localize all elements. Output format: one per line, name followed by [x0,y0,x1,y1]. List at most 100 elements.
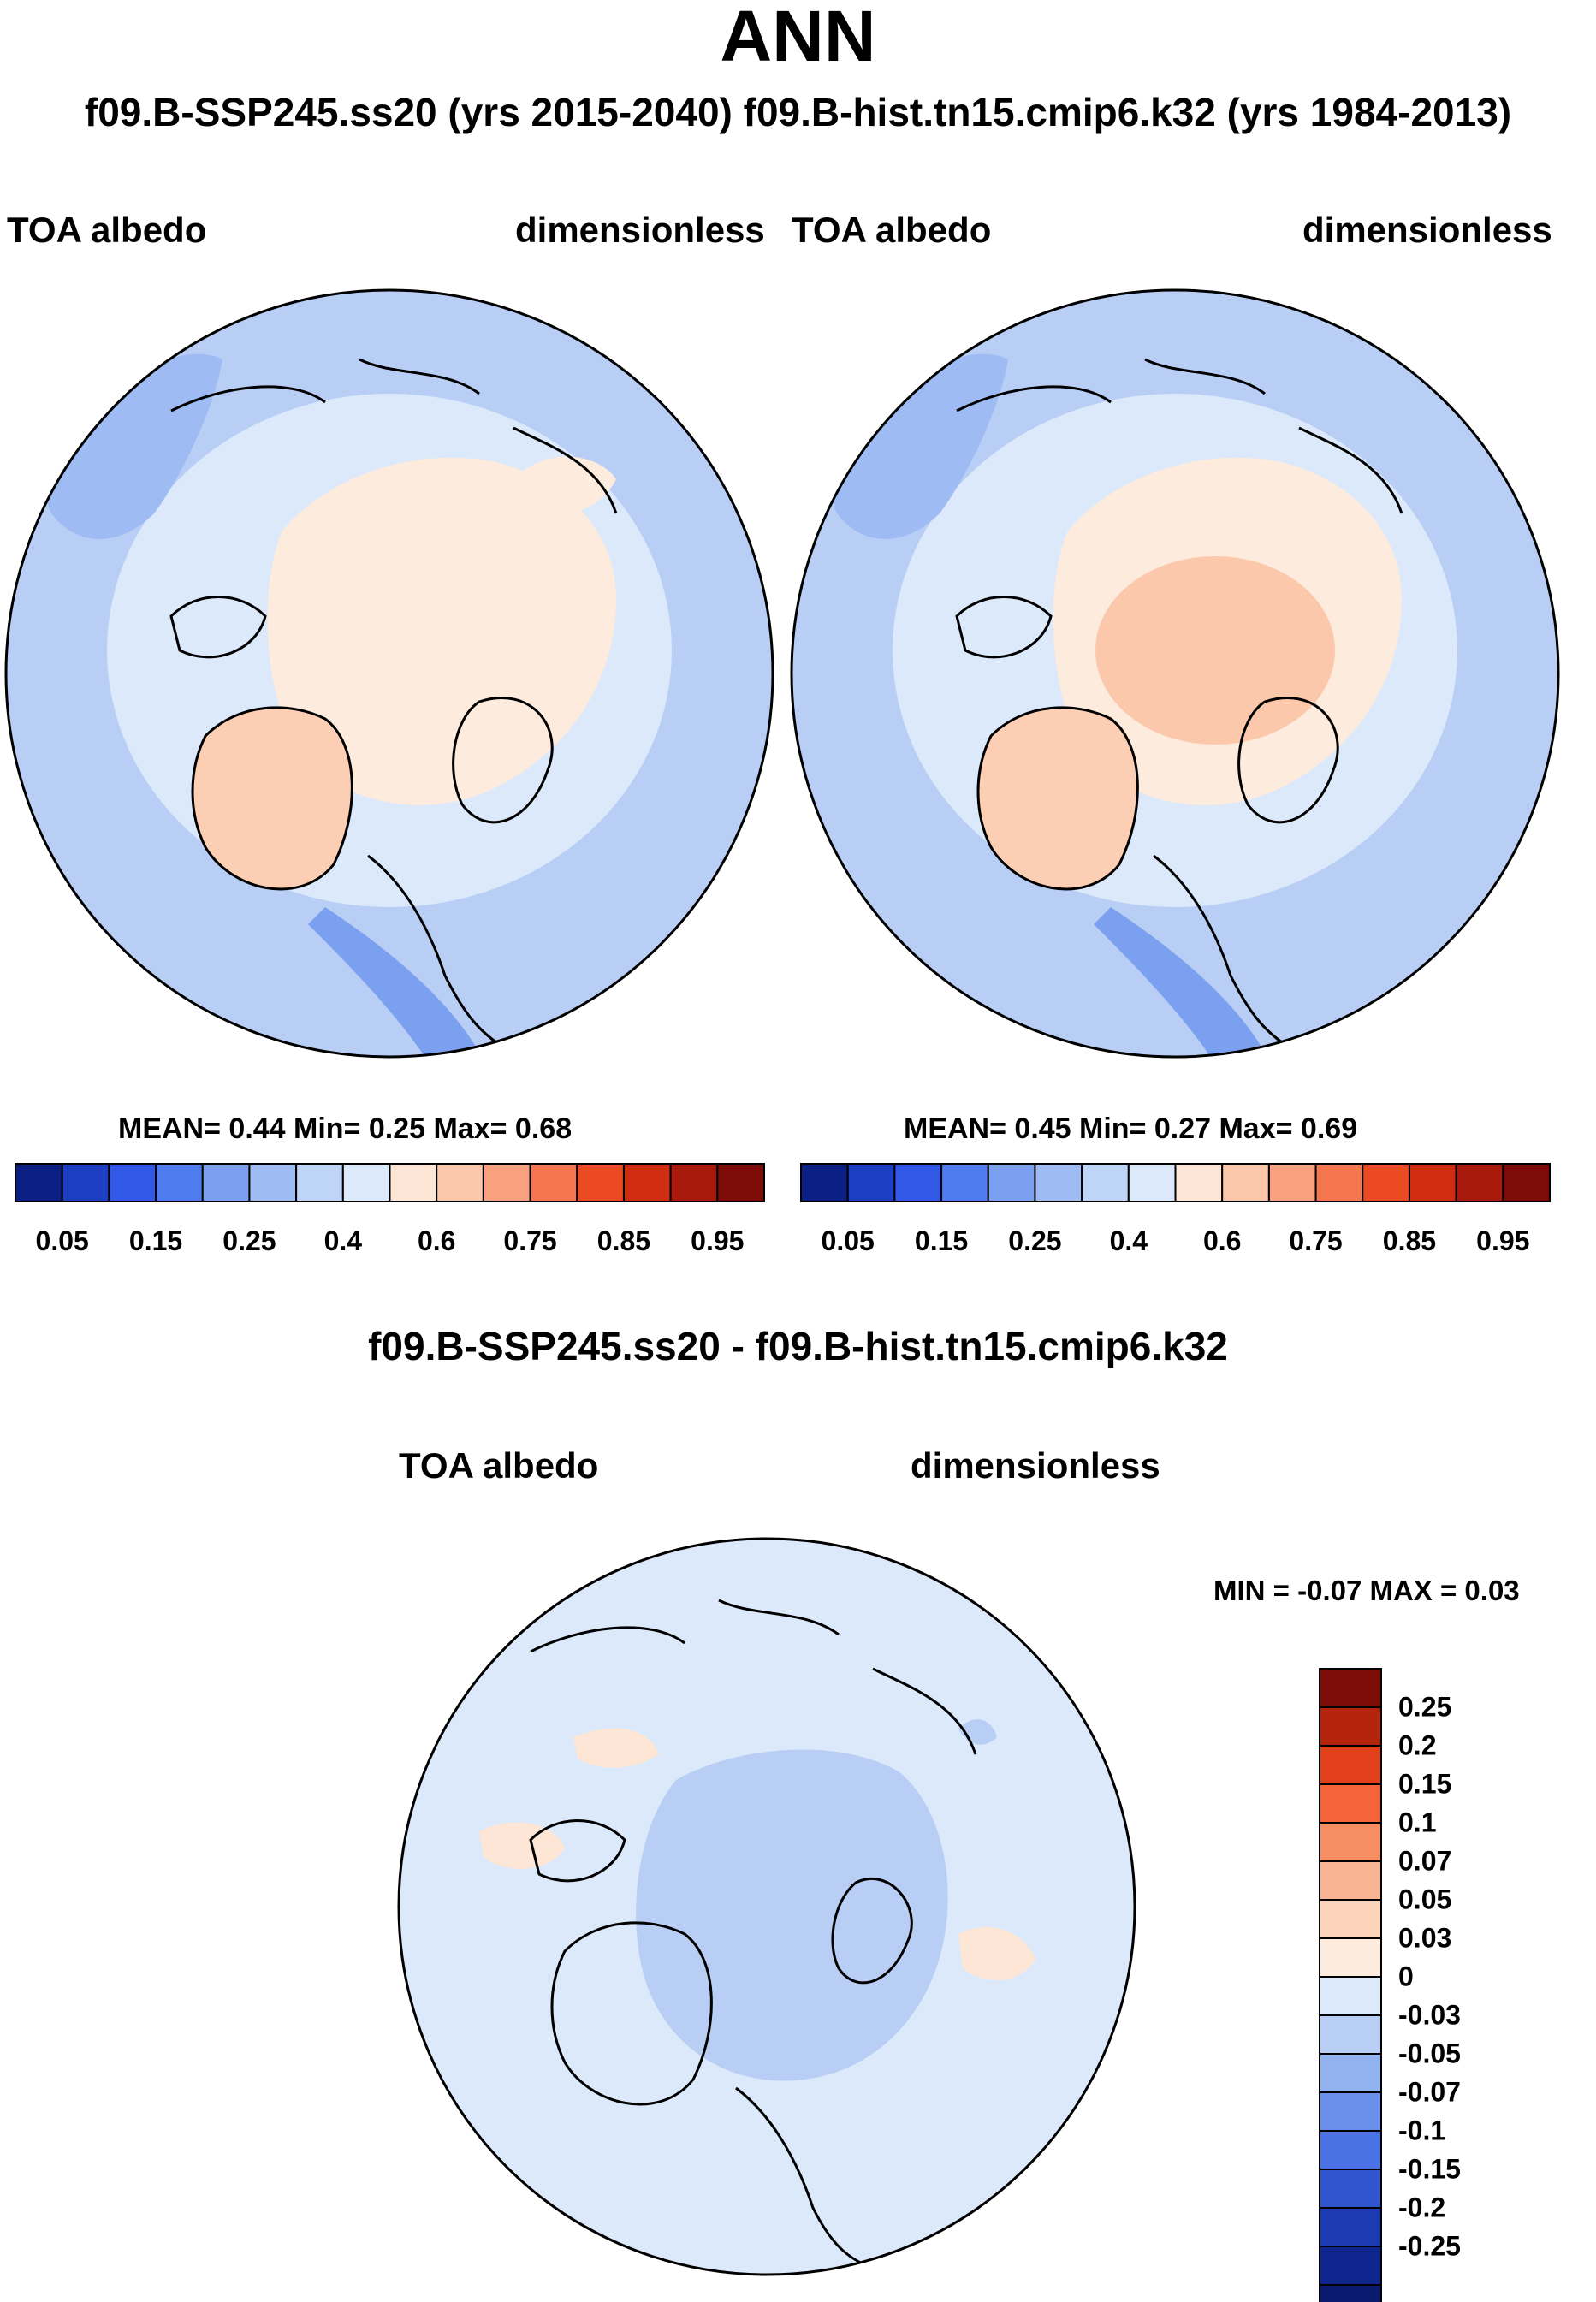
diff-colorbar-swatch [1319,1783,1382,1824]
right-colorbar-swatch [1502,1163,1551,1202]
right-colorbar-swatch [1314,1163,1364,1202]
diff-map-positive-patch-2 [958,1926,1035,1980]
left-map-coast-greenland [191,706,353,891]
left-stats: MEAN= 0.44 Min= 0.25 Max= 0.68 [118,1112,573,1145]
diff-map-positive-patch-3 [573,1728,659,1768]
colorbar-tick-label: 0.25 [222,1225,276,1256]
right-map-coast-1 [955,596,1053,659]
diff-colorbar-tick-label: 0.05 [1398,1884,1452,1915]
diff-map-positive-patch-1 [479,1822,565,1869]
left-variable-label: TOA albedo [7,210,207,250]
right-map-high-albedo-core [1095,556,1335,745]
diff-colorbar-swatch [1319,2014,1382,2055]
diff-colorbar-swatch [1319,2169,1382,2209]
left-colorbar-swatch [61,1163,110,1202]
diff-colorbar-swatch [1319,1668,1382,1708]
page-subtitle: f09.B-SSP245.ss20 (yrs 2015-2040) f09.B-… [84,90,1512,134]
left-map-coast-4 [367,854,514,1054]
diff-colorbar-swatch [1319,2207,1382,2247]
diff-colorbar-tick-label: 0.25 [1398,1691,1452,1723]
diff-colorbar-tick-label: 0 [1398,1961,1414,1992]
left-colorbar-swatch [669,1163,719,1202]
left-colorbar-swatch [341,1163,391,1202]
right-colorbar-swatch [893,1163,943,1202]
right-colorbar-swatch [1081,1163,1130,1202]
right-map-border [790,288,1560,1059]
right-map-coast-3 [956,358,1403,514]
right-colorbar-labels: 0.05 0.15 0.25 0.4 0.6 0.75 0.85 0.95 [0,1225,1596,1260]
diff-colorbar-swatch [1319,2284,1382,2302]
diff-colorbar-swatch [1319,1745,1382,1785]
left-colorbar-swatch [529,1163,578,1202]
left-colorbar-swatch [248,1163,298,1202]
left-colorbar-swatch [576,1163,625,1202]
left-colorbar-swatch [482,1163,531,1202]
diff-map-coast-3 [735,2086,874,2269]
diff-colorbar-tick-label: -0.15 [1398,2153,1461,2185]
left-colorbar-swatch [436,1163,484,1202]
left-colorbar-swatch [201,1163,251,1202]
diff-colorbar-tick-label: -0.05 [1398,2038,1461,2069]
right-colorbar-swatch [940,1163,989,1202]
colorbar-tick-label: 0.95 [691,1225,745,1256]
right-map-coast-greenland [976,706,1139,891]
colorbar-tick-label: 0.85 [596,1225,651,1256]
right-colorbar-swatch [987,1163,1036,1202]
left-map-greenland [193,707,353,889]
left-units-label: dimensionless [515,210,765,250]
right-colorbar-swatch [1362,1163,1410,1202]
right-map-coast-2 [1237,697,1339,824]
right-map-greenland [978,707,1138,889]
left-colorbar-swatch [108,1163,157,1202]
right-colorbar-swatch [1221,1163,1270,1202]
left-colorbar-swatch [295,1163,344,1202]
diff-colorbar-tick-label: -0.25 [1398,2230,1461,2262]
left-map-border [4,288,774,1059]
diff-units-label: dimensionless [911,1445,1160,1486]
right-map-scandinavia-region [1094,907,1265,1057]
right-units-label: dimensionless [1302,210,1552,250]
right-colorbar-swatch [1408,1163,1457,1202]
left-colorbar-swatch [155,1163,204,1202]
colorbar-tick-label: 0.6 [1202,1225,1242,1256]
diff-colorbar-tick-label: 0.07 [1398,1845,1452,1877]
left-map-coast-2 [452,697,554,824]
colorbar-tick-label: 0.4 [323,1225,363,1256]
left-colorbar-swatch [15,1163,63,1202]
diff-map [399,1539,1135,2275]
right-colorbar-swatch [1174,1163,1224,1202]
diff-variable-label: TOA albedo [399,1445,599,1486]
diff-colorbar-swatch [1319,2091,1382,2132]
diff-colorbar [1319,1668,1382,2302]
colorbar-tick-label: 0.75 [503,1225,557,1256]
diff-colorbar-tick-label: 0.15 [1398,1768,1452,1800]
left-map-low-albedo-region [46,353,223,539]
left-colorbar-swatch [716,1163,765,1202]
diff-colorbar-tick-label: -0.07 [1398,2076,1461,2108]
diff-colorbar-tick-label: -0.2 [1398,2192,1446,2223]
diff-title: f09.B-SSP245.ss20 - f09.B-hist.tn15.cmip… [368,1324,1228,1368]
left-map [6,290,773,1057]
colorbar-tick-label: 0.15 [128,1225,183,1256]
diff-colorbar-tick-label: 0.2 [1398,1729,1437,1761]
right-map-coast-4 [1153,854,1300,1054]
diff-colorbar-swatch [1319,2130,1382,2170]
right-colorbar-swatch [846,1163,896,1202]
right-variable-label: TOA albedo [792,210,992,250]
right-colorbar-swatch [1455,1163,1504,1202]
diff-colorbar-swatch [1319,1860,1382,1901]
diff-map-coast-greenland [550,1921,713,2106]
diff-colorbar-swatch [1319,1976,1382,2016]
diff-colorbar-tick-label: -0.03 [1398,1999,1461,2031]
colorbar-tick-label: 0.4 [1109,1225,1148,1256]
colorbar-tick-label: 0.6 [417,1225,456,1256]
diff-colorbar-swatch [1319,1937,1382,1978]
diff-map-border [397,1537,1136,2276]
right-colorbar-swatch [800,1163,849,1202]
diff-colorbar-swatch [1319,2246,1382,2286]
diff-colorbar-tick-label: 0.1 [1398,1807,1437,1838]
diff-colorbar-tick-label: 0.03 [1398,1922,1452,1954]
diff-colorbar-swatch [1319,1706,1382,1747]
right-map-low-albedo-region [832,353,1008,539]
